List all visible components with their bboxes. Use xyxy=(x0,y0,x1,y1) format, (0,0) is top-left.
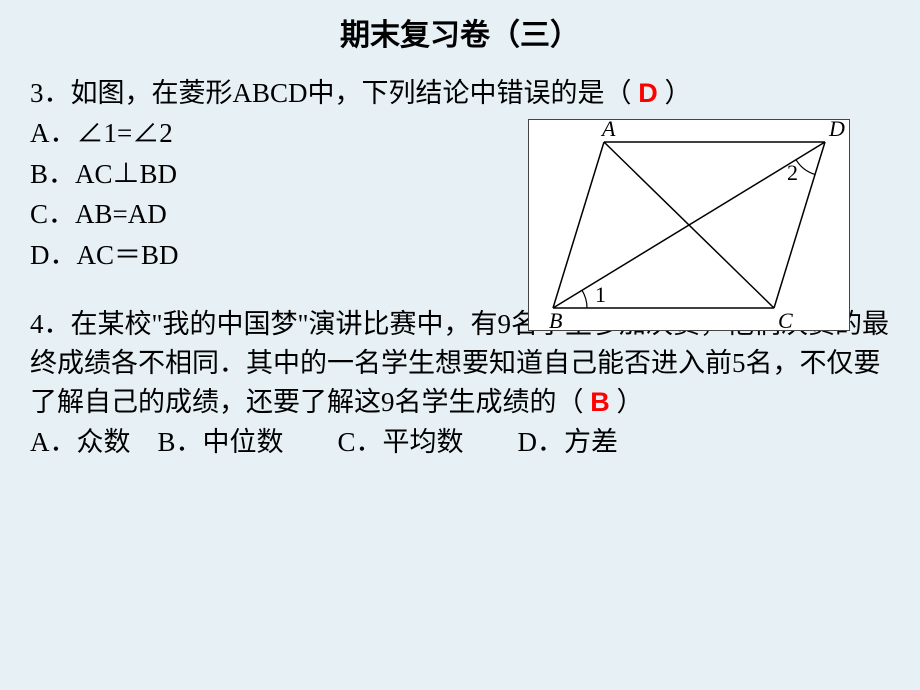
q3-answer: D xyxy=(638,78,658,108)
question-3: 3．如图，在菱形ABCD中，下列结论中错误的是（ D ） A．∠1=∠2 B．A… xyxy=(30,74,890,275)
page-title: 期末复习卷（三） xyxy=(30,10,890,54)
q3-stem-a: 3．如图，在菱形ABCD中，下列结论中错误的是（ xyxy=(30,78,632,108)
svg-text:2: 2 xyxy=(787,160,798,185)
q4-answer: B xyxy=(590,387,610,417)
svg-text:A: A xyxy=(600,120,616,141)
svg-text:D: D xyxy=(828,120,845,141)
rhombus-figure: A D B C 1 2 xyxy=(528,119,850,331)
svg-text:C: C xyxy=(778,308,793,330)
q3-stem-b: ） xyxy=(665,78,692,108)
svg-text:B: B xyxy=(549,308,562,330)
q4-stem-b: ） xyxy=(617,387,644,417)
svg-text:1: 1 xyxy=(595,282,606,307)
q4-options: A．众数 B．中位数 C．平均数 D．方差 xyxy=(30,423,890,462)
